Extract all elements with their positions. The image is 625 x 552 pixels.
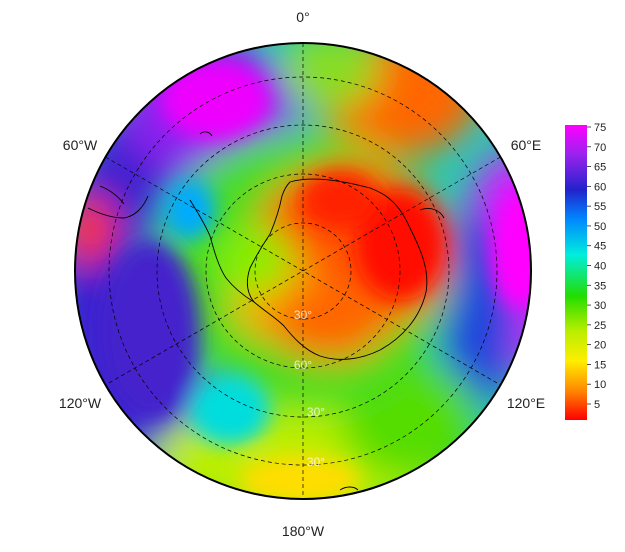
- latitude-label: 60°: [294, 358, 312, 372]
- colorbar-tick-label: 15: [594, 359, 606, 371]
- latitude-label: 30°: [307, 455, 325, 469]
- longitude-label-bottom: 180°W: [282, 523, 325, 539]
- longitude-labels: 0° 60°W 60°E 120°W 120°E 180°W: [59, 9, 545, 539]
- colorbar-tick-label: 45: [594, 241, 606, 253]
- latitude-labels: 30° 60° 30° 30°: [294, 308, 325, 469]
- colorbar-gradient: [565, 125, 587, 420]
- colorbar-tick-label: 30: [594, 300, 606, 312]
- graticule: [105, 43, 501, 499]
- colorbar-tick-label: 40: [594, 261, 606, 273]
- colorbar-tick-label: 60: [594, 181, 606, 193]
- colorbar-tick-label: 35: [594, 280, 606, 292]
- latitude-label: 30°: [294, 308, 312, 322]
- longitude-label-lower-left: 120°W: [59, 395, 102, 411]
- colorbar-ticks: 75 70 65 60 55 50 45 40 35 30 25 20 15 10 5: [587, 122, 606, 411]
- meridian-line: [105, 156, 501, 386]
- colorbar-tick-label: 55: [594, 201, 606, 213]
- map-border: [74, 42, 532, 500]
- colorbar-tick-label: 20: [594, 340, 606, 352]
- colorbar-tick-label: 25: [594, 320, 606, 332]
- colorbar-tick-label: 5: [594, 399, 600, 411]
- longitude-label-top: 0°: [296, 9, 309, 25]
- latitude-circle: [205, 173, 401, 369]
- colorbar-tick-label: 10: [594, 379, 606, 391]
- meridian-line: [105, 156, 501, 386]
- colorbar: 75 70 65 60 55 50 45 40 35 30 25 20 15 10 5: [565, 122, 606, 420]
- longitude-label-lower-right: 120°E: [507, 395, 545, 411]
- data-field: [75, 43, 531, 499]
- latitude-label: 30°: [307, 405, 325, 419]
- colorbar-tick-label: 50: [594, 221, 606, 233]
- longitude-label-upper-left: 60°W: [63, 137, 98, 153]
- colorbar-tick-label: 75: [594, 122, 606, 134]
- coastline: [87, 131, 445, 491]
- latitude-circle: [254, 222, 352, 320]
- longitude-label-upper-right: 60°E: [511, 137, 542, 153]
- colorbar-tick-label: 65: [594, 162, 606, 174]
- latitude-circle: [156, 124, 450, 418]
- colorbar-tick-label: 70: [594, 142, 606, 154]
